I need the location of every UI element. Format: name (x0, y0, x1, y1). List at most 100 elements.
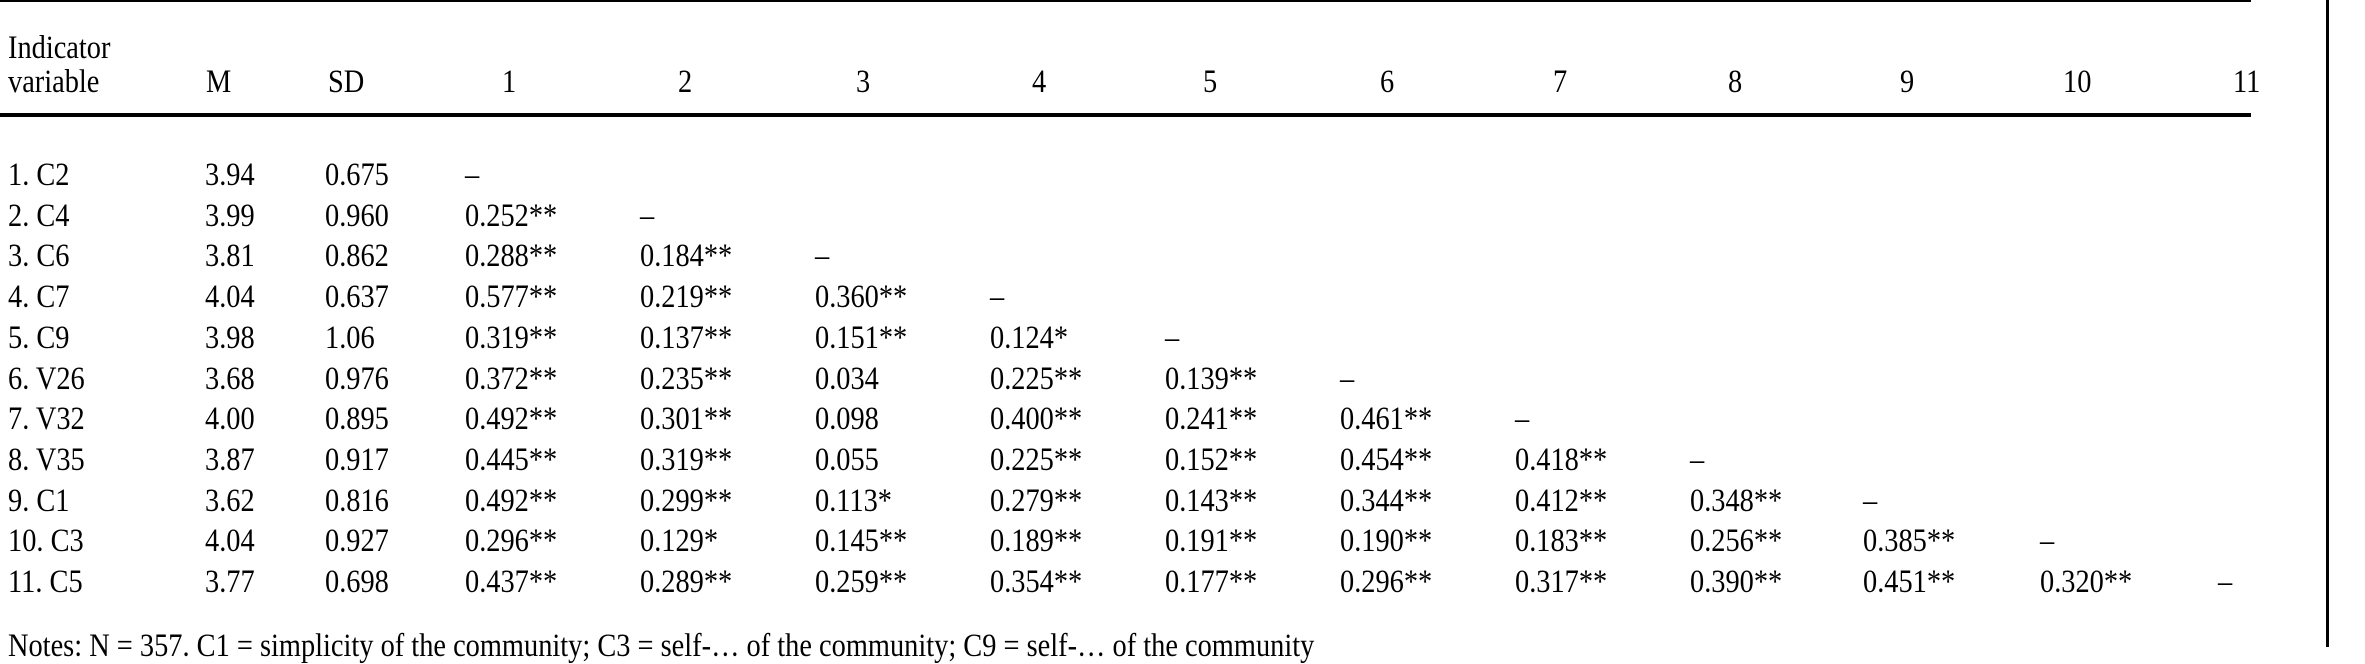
mean-cell: 3.81 (205, 238, 255, 275)
mean-cell: 4.04 (205, 523, 255, 560)
sd-cell: 0.960 (325, 197, 389, 234)
correlation-cell: 0.124* (990, 319, 1069, 356)
column-header: M (206, 64, 232, 100)
column-header: 11 (2233, 64, 2261, 100)
table-notes: Notes: N = 357. C1 = simplicity of the c… (8, 628, 1315, 664)
correlation-cell: 0.301** (640, 401, 733, 438)
mean-cell: 4.04 (205, 279, 255, 316)
correlation-cell: 0.390** (1690, 564, 1783, 600)
correlation-cell: – (640, 197, 655, 234)
correlation-cell: 0.319** (640, 441, 733, 478)
row-label: 2. C4 (8, 197, 70, 234)
correlation-cell: 0.235** (640, 360, 733, 397)
correlation-cell: 0.184** (640, 238, 733, 275)
correlation-cell: 0.241** (1165, 401, 1258, 438)
correlation-cell: – (1863, 482, 1878, 519)
column-header: 8 (1728, 64, 1743, 100)
correlation-cell: – (1690, 441, 1705, 478)
column-header: 9 (1900, 64, 1915, 100)
correlation-cell: 0.372** (465, 360, 558, 397)
row-label: 7. V32 (8, 401, 85, 438)
correlation-cell: – (815, 238, 830, 275)
correlation-cell: 0.143** (1165, 482, 1258, 519)
page-edge-line (2326, 0, 2329, 647)
sd-cell: 0.675 (325, 157, 389, 193)
correlation-cell: 0.461** (1340, 401, 1433, 438)
correlation-cell: 0.279** (990, 482, 1083, 519)
correlation-cell: 0.183** (1515, 523, 1608, 560)
mean-cell: 3.99 (205, 197, 255, 234)
row-label: 6. V26 (8, 360, 85, 397)
row-label: 8. V35 (8, 441, 85, 478)
row-label: 5. C9 (8, 319, 70, 356)
header-variable-label: variable (8, 64, 100, 100)
correlation-cell: – (1340, 360, 1355, 397)
correlation-cell: 0.454** (1340, 441, 1433, 478)
sd-cell: 0.637 (325, 279, 389, 316)
correlation-cell: 0.151** (815, 319, 908, 356)
correlation-cell: 0.348** (1690, 482, 1783, 519)
column-header: 6 (1380, 64, 1395, 100)
row-label: 10. C3 (8, 523, 84, 560)
mean-cell: 4.00 (205, 401, 255, 438)
correlation-cell: 0.385** (1863, 523, 1956, 560)
correlation-cell: 0.451** (1863, 564, 1956, 600)
correlation-cell: 0.177** (1165, 564, 1258, 600)
column-header: SD (328, 64, 365, 100)
correlation-cell: 0.412** (1515, 482, 1608, 519)
correlation-cell: 0.299** (640, 482, 733, 519)
correlation-cell: 0.296** (1340, 564, 1433, 600)
correlation-cell: 0.034 (815, 360, 879, 397)
row-label: 1. C2 (8, 157, 70, 193)
column-header: 2 (678, 64, 693, 100)
mean-cell: 3.62 (205, 482, 255, 519)
sd-cell: 0.895 (325, 401, 389, 438)
correlation-cell: 0.113* (815, 482, 892, 519)
correlation-cell: 0.055 (815, 441, 879, 478)
correlation-cell: 0.400** (990, 401, 1083, 438)
correlation-cell: 0.129* (640, 523, 719, 560)
table-header-rule (0, 113, 2251, 117)
row-label: 9. C1 (8, 482, 70, 519)
correlation-cell: 0.317** (1515, 564, 1608, 600)
sd-cell: 0.976 (325, 360, 389, 397)
correlation-cell: 0.152** (1165, 441, 1258, 478)
header-indicator-label: Indicator (8, 30, 111, 66)
correlation-cell: 0.219** (640, 279, 733, 316)
sd-cell: 0.917 (325, 441, 389, 478)
correlation-cell: 0.259** (815, 564, 908, 600)
correlation-cell: 0.320** (2040, 564, 2133, 600)
correlation-cell: 0.418** (1515, 441, 1608, 478)
row-label: 4. C7 (8, 279, 70, 316)
column-header: 5 (1203, 64, 1218, 100)
mean-cell: 3.68 (205, 360, 255, 397)
correlation-cell: 0.098 (815, 401, 879, 438)
correlation-cell: 0.190** (1340, 523, 1433, 560)
correlation-cell: 0.360** (815, 279, 908, 316)
correlation-cell: – (1515, 401, 1530, 438)
column-header: 4 (1032, 64, 1047, 100)
correlation-cell: 0.577** (465, 279, 558, 316)
correlation-cell: 0.225** (990, 360, 1083, 397)
mean-cell: 3.94 (205, 157, 255, 193)
correlation-cell: 0.225** (990, 441, 1083, 478)
correlation-cell: – (465, 157, 480, 193)
correlation-cell: 0.137** (640, 319, 733, 356)
row-label: 3. C6 (8, 238, 70, 275)
sd-cell: 0.698 (325, 564, 389, 600)
correlation-cell: 0.288** (465, 238, 558, 275)
mean-cell: 3.87 (205, 441, 255, 478)
sd-cell: 0.862 (325, 238, 389, 275)
row-label: 11. C5 (8, 564, 83, 600)
correlation-cell: 0.145** (815, 523, 908, 560)
column-header: 1 (502, 64, 517, 100)
correlation-cell: 0.289** (640, 564, 733, 600)
sd-cell: 0.927 (325, 523, 389, 560)
correlation-cell: 0.354** (990, 564, 1083, 600)
mean-cell: 3.98 (205, 319, 255, 356)
correlation-cell: 0.492** (465, 401, 558, 438)
correlation-cell: 0.191** (1165, 523, 1258, 560)
correlation-cell: 0.319** (465, 319, 558, 356)
correlation-cell: 0.139** (1165, 360, 1258, 397)
correlation-cell: 0.296** (465, 523, 558, 560)
